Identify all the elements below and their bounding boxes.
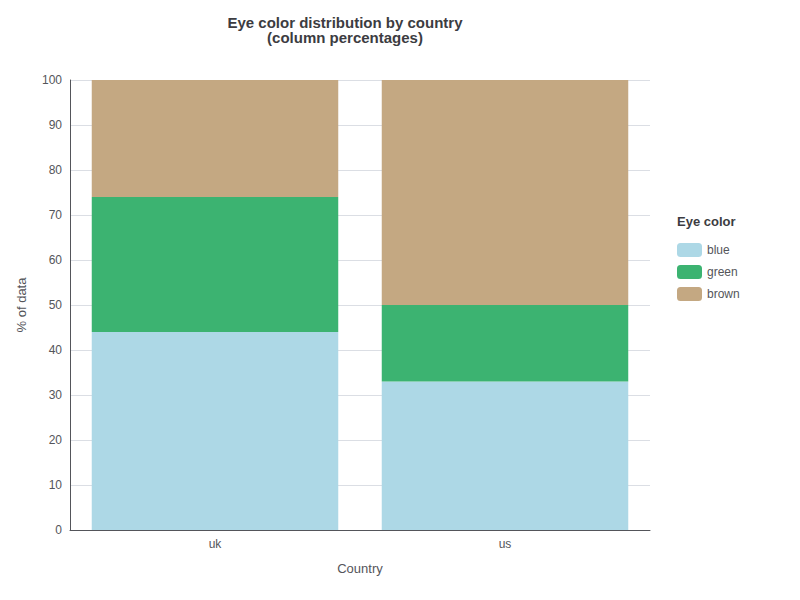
svg-text:Eye color: Eye color	[677, 214, 736, 229]
svg-text:green: green	[707, 265, 738, 279]
svg-text:50: 50	[49, 298, 63, 312]
svg-text:100: 100	[42, 73, 62, 87]
svg-text:Country: Country	[337, 561, 383, 576]
svg-text:10: 10	[49, 478, 63, 492]
svg-text:us: us	[499, 537, 512, 551]
svg-text:uk: uk	[209, 537, 223, 551]
svg-text:0: 0	[55, 523, 62, 537]
svg-text:20: 20	[49, 433, 63, 447]
svg-text:30: 30	[49, 388, 63, 402]
svg-text:90: 90	[49, 118, 63, 132]
svg-text:70: 70	[49, 208, 63, 222]
svg-text:40: 40	[49, 343, 63, 357]
svg-text:60: 60	[49, 253, 63, 267]
svg-text:% of data: % of data	[14, 277, 29, 333]
svg-text:blue: blue	[707, 243, 730, 257]
svg-text:Eye color distribution by coun: Eye color distribution by country	[227, 14, 463, 31]
svg-text:(column percentages): (column percentages)	[267, 29, 423, 46]
svg-text:brown: brown	[707, 287, 740, 301]
svg-text:80: 80	[49, 163, 63, 177]
